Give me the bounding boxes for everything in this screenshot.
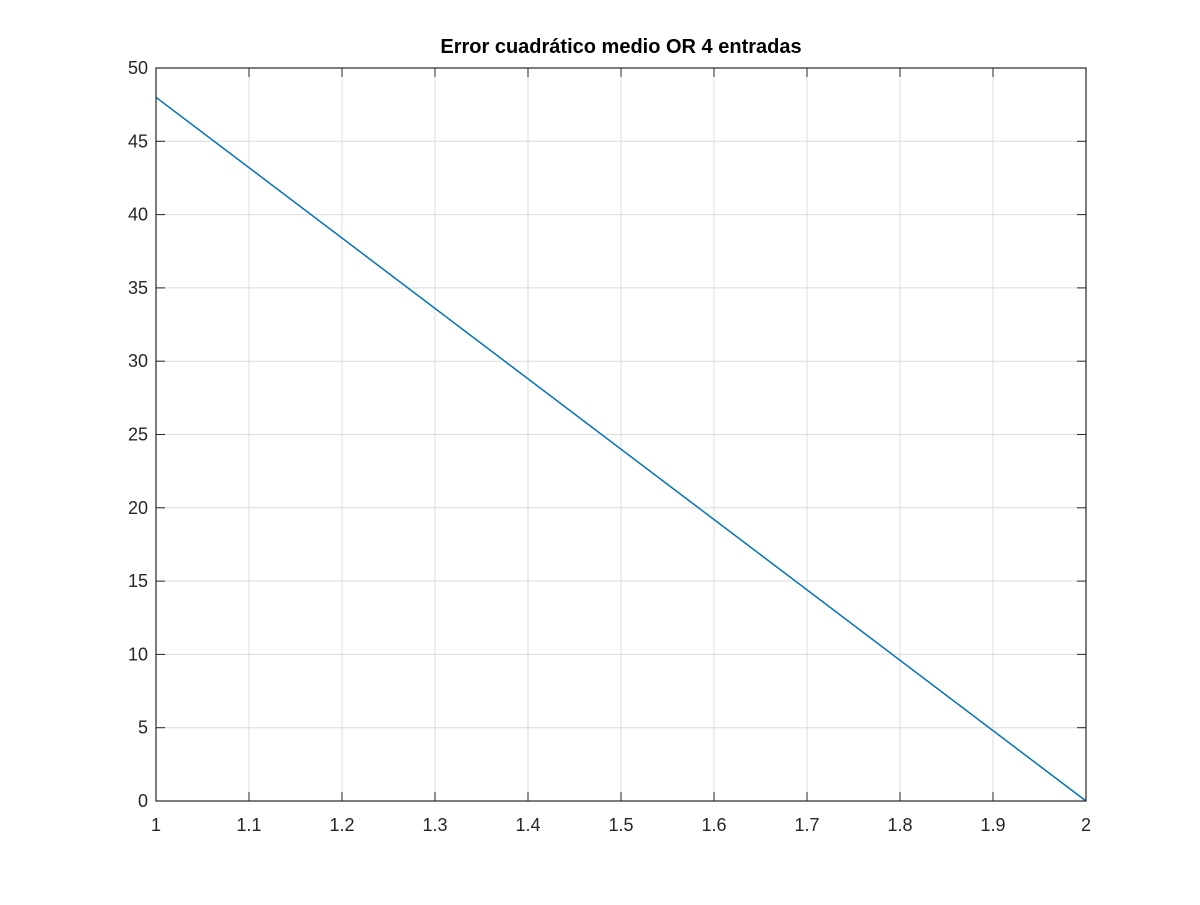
y-tick-label: 45	[128, 131, 148, 151]
y-tick-label: 35	[128, 278, 148, 298]
chart-title: Error cuadrático medio OR 4 entradas	[440, 36, 802, 58]
x-tick-label: 1.4	[515, 815, 540, 835]
tick-labels: 1 1.1 1.2 1.3 1.4 1.5 1.6 1.7 1.8 1.9 205101520253…	[128, 58, 1091, 835]
x-tick-label: 1.5	[608, 815, 633, 835]
y-tick-label: 0	[138, 791, 148, 811]
y-tick-label: 25	[128, 425, 148, 445]
y-tick-label: 30	[128, 351, 148, 371]
y-tick-label: 50	[128, 58, 148, 78]
y-tick-label: 10	[128, 644, 148, 664]
x-tick-label: 1.8	[887, 815, 912, 835]
x-tick-label: 1.1	[236, 815, 261, 835]
x-tick-label: 1	[151, 815, 161, 835]
tick-marks	[155, 67, 1087, 802]
series-line	[155, 96, 1087, 802]
y-tick-label: 5	[138, 718, 148, 738]
x-tick-label: 1.6	[701, 815, 726, 835]
y-tick-label: 15	[128, 571, 148, 591]
y-tick-label: 20	[128, 498, 148, 518]
x-tick-label: 1.3	[422, 815, 447, 835]
x-tick-label: 2	[1081, 815, 1091, 835]
data-series	[155, 96, 1087, 802]
x-tick-label: 1.2	[329, 815, 354, 835]
x-tick-label: 1.9	[980, 815, 1005, 835]
y-tick-label: 40	[128, 205, 148, 225]
x-tick-label: 1.7	[794, 815, 819, 835]
